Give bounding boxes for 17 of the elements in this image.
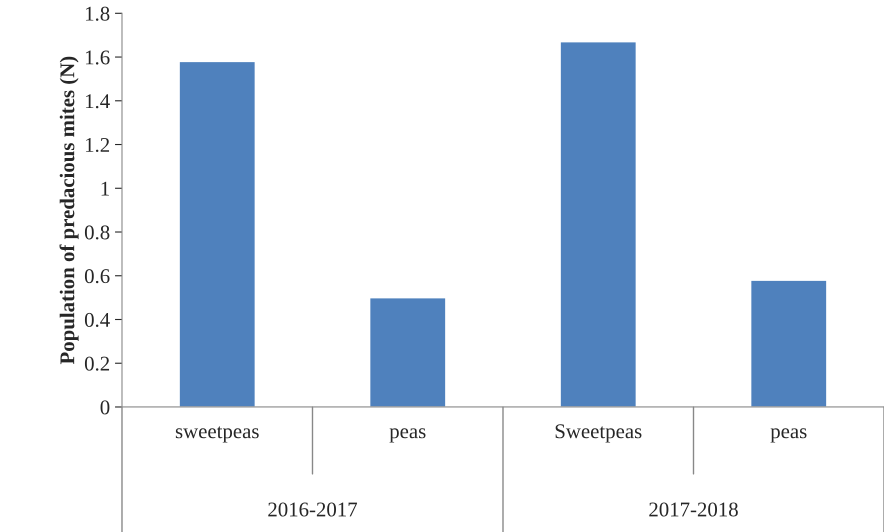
y-tick-label: 0 [100, 400, 110, 414]
x-tick-label: peas [770, 428, 806, 443]
y-tick-label: 1.2 [86, 138, 110, 152]
x-tick-label: sweetpeas [176, 426, 259, 443]
y-tick-label: 1.8 [86, 6, 110, 21]
y-tick-label: 1.6 [86, 50, 110, 65]
y-tick-label: 0.8 [84, 225, 110, 240]
y-tick-label: 0.6 [84, 269, 110, 284]
x-tick-label: Sweetpeas [556, 424, 642, 443]
text: 2016-2017 [268, 502, 358, 517]
y-tick-label: 0.2 [84, 356, 110, 371]
x-tick-label: peas [390, 428, 426, 443]
text: 2017-2018 [649, 502, 738, 517]
y-tick-label: 0.4 [84, 312, 110, 328]
y-tick-label: 1 [102, 182, 109, 196]
y-axis-title: Population of predacious mites (N) [59, 56, 79, 364]
y-tick-label: 1.4 [86, 94, 110, 108]
